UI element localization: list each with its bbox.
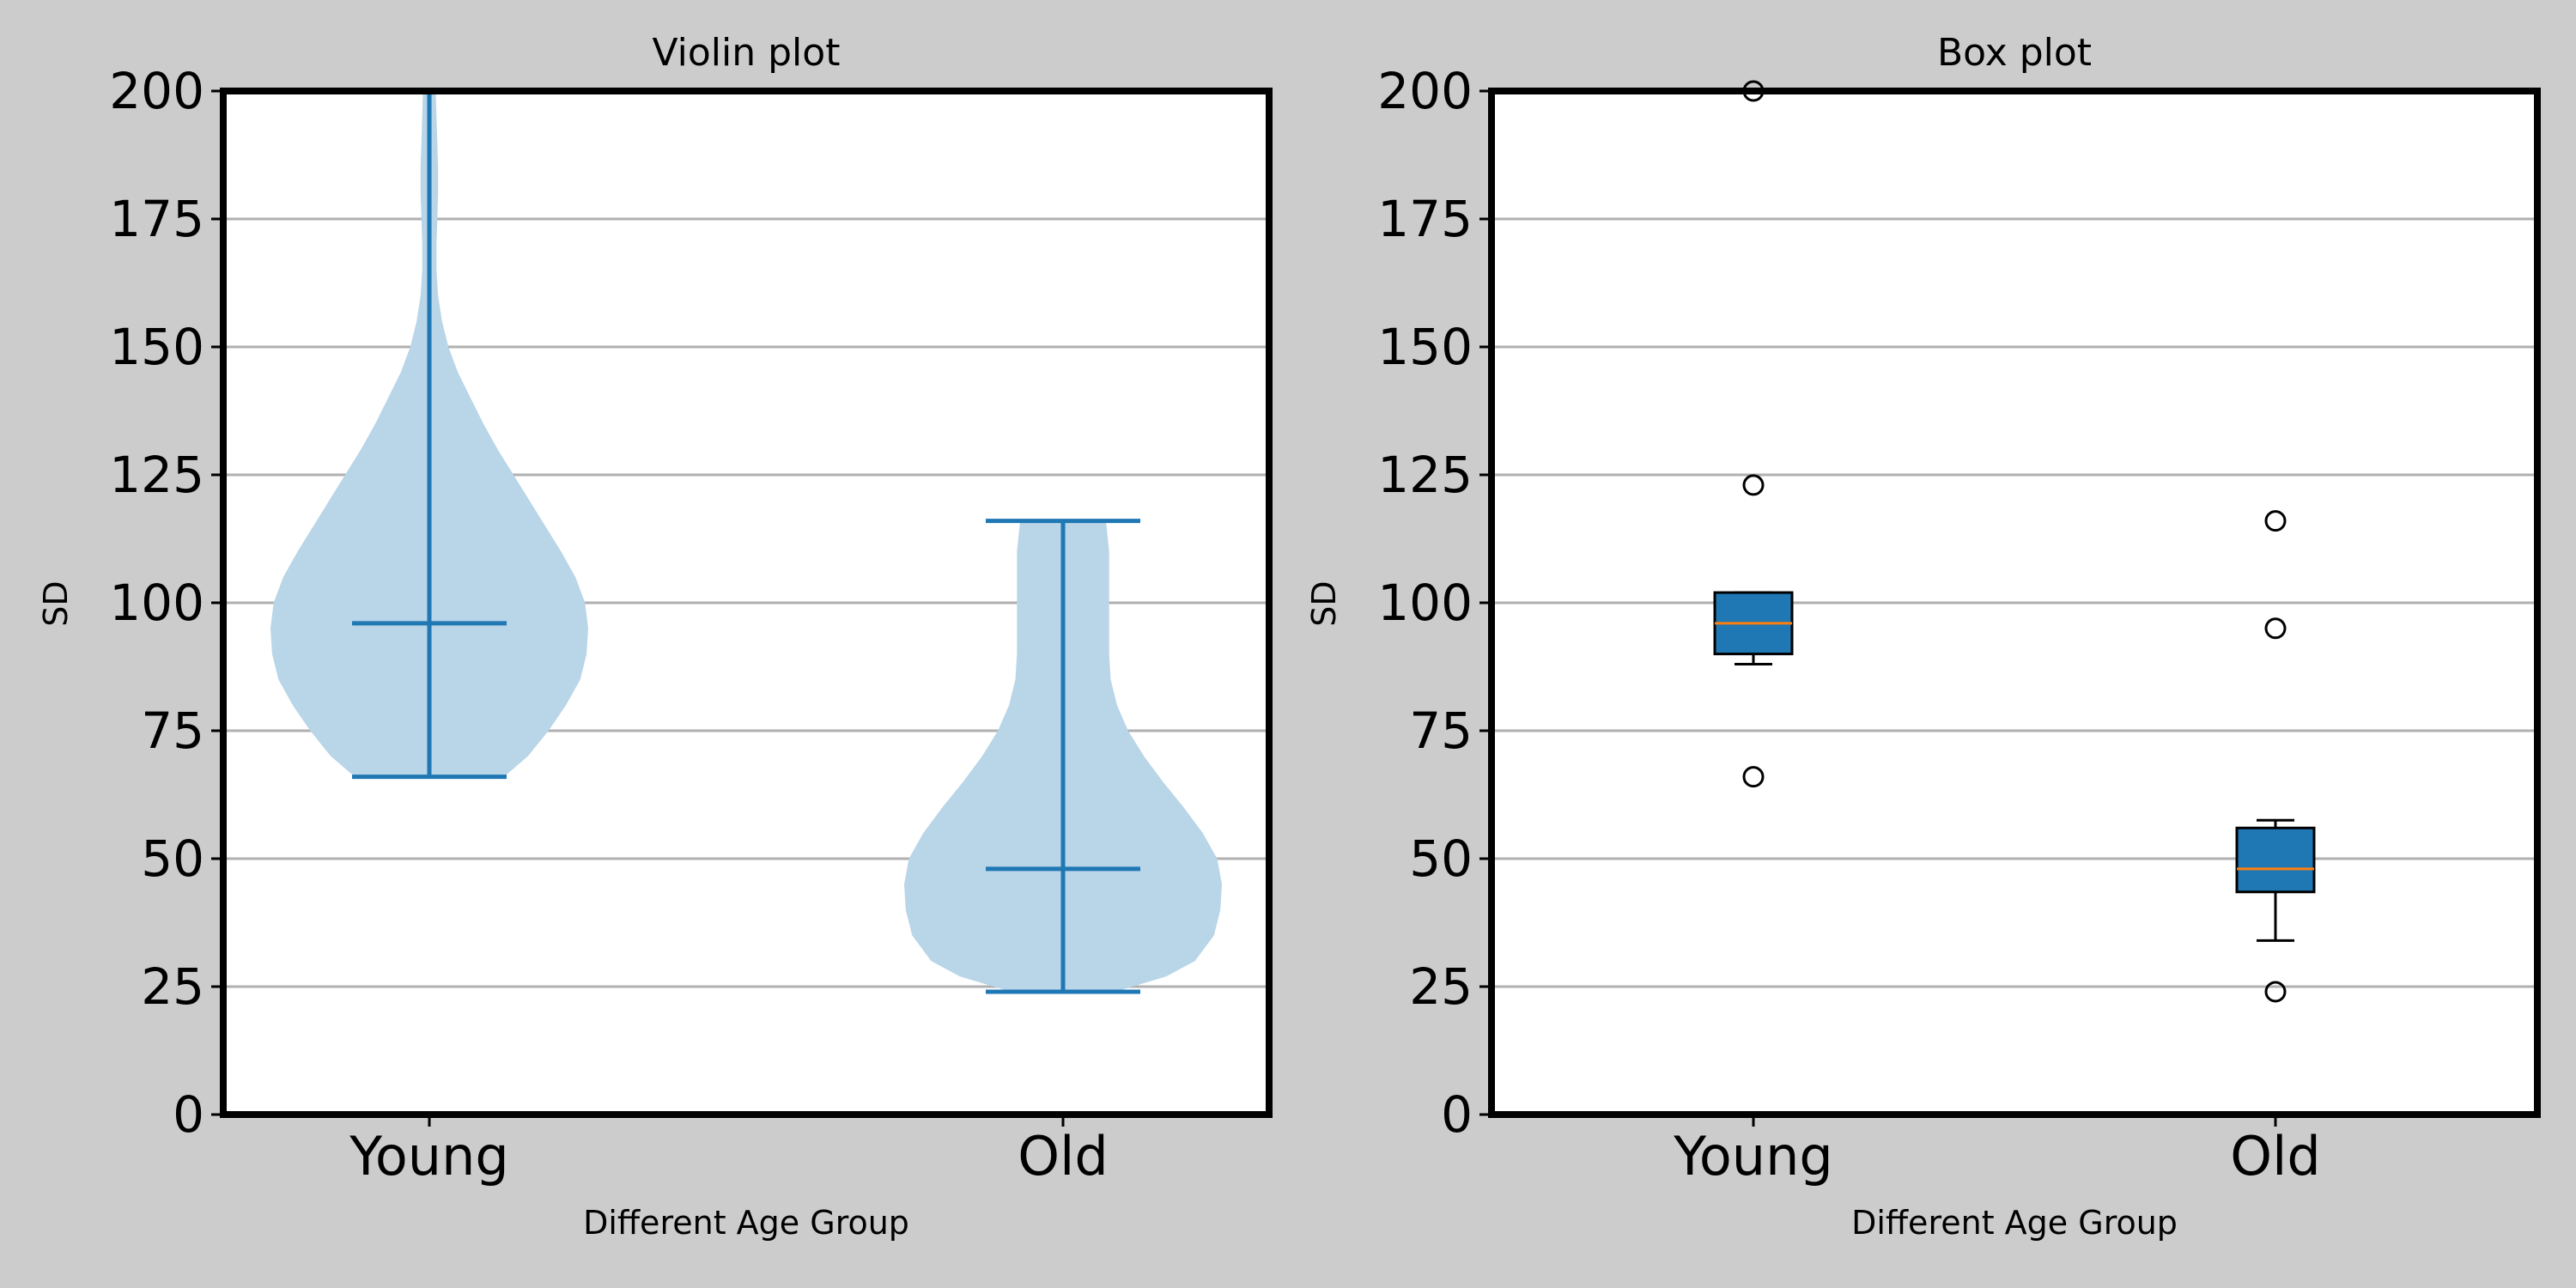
y-tick-label: 150 [109,318,204,376]
y-tick-label: 75 [141,702,204,760]
box-panel: 0 25 50 75 100 125 150 175 200 Young Old Box plot… [1305,31,2541,1242]
y-tick-label: 175 [1377,190,1473,248]
outlier-point [2264,981,2287,1003]
y-tick-label: 100 [109,574,204,632]
box-x-ticks: Young Old [1673,1115,2321,1188]
y-tick-label: 0 [1441,1085,1473,1144]
box-gridlines [1492,217,2537,988]
x-tick-label: Old [2230,1125,2320,1188]
violin-chart-title: Violin plot [653,31,841,75]
box-old [2235,826,2316,894]
outlier-point [1742,766,1765,788]
violin-y-axis-label: SD [37,580,75,626]
violin-x-ticks: Young Old [349,1115,1109,1188]
y-tick-label: 125 [109,446,204,504]
y-tick-label: 75 [1409,702,1473,760]
outlier-point [2264,617,2287,640]
violin-panel: 0 25 50 75 100 125 150 175 200 Young Old Violin p… [37,31,1273,1242]
y-tick-label: 200 [1377,62,1473,120]
box-y-ticks: 0 25 50 75 100 125 150 175 200 [1377,62,1492,1144]
violin-y-ticks: 0 25 50 75 100 125 150 175 200 [109,62,223,1144]
box-y-axis-label: SD [1305,580,1343,626]
y-tick-label: 0 [173,1085,204,1144]
y-tick-label: 50 [141,829,204,888]
y-tick-label: 125 [1377,446,1473,504]
violin-x-axis-label: Different Age Group [583,1204,909,1242]
box-x-axis-label: Different Age Group [1851,1204,2178,1242]
y-tick-label: 150 [1377,318,1473,376]
x-tick-label: Young [1673,1125,1833,1188]
y-tick-label: 200 [109,62,204,120]
outlier-point [2264,510,2287,532]
y-tick-label: 100 [1377,574,1473,632]
y-tick-label: 25 [141,957,204,1016]
box-elements [1713,80,2316,1003]
box-chart-title: Box plot [1937,31,2092,75]
x-tick-label: Old [1018,1125,1108,1188]
y-tick-label: 50 [1409,829,1473,888]
y-tick-label: 175 [109,190,204,248]
y-tick-label: 25 [1409,957,1473,1016]
x-tick-label: Young [349,1125,509,1188]
outlier-point [1742,474,1765,496]
